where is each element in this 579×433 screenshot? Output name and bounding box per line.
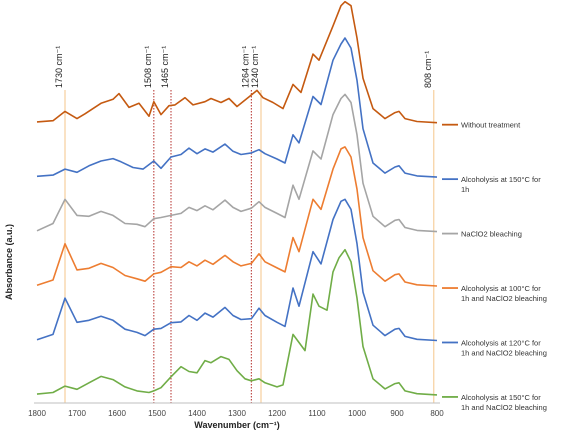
x-tick-label: 800 <box>430 409 444 418</box>
series-line <box>36 248 438 396</box>
legend-label: Without treatment <box>461 121 521 130</box>
x-axis: 1800 1700 1600 1500 1400 1300 1200 1100 1000 900 8… <box>28 402 444 418</box>
series-line <box>36 37 438 178</box>
y-axis-title: Absorbance (a.u.) <box>4 224 14 300</box>
x-tick-label: 1700 <box>68 409 86 418</box>
x-tick-label: 1500 <box>148 409 166 418</box>
x-axis-title: Wavenumber (cm⁻¹) <box>194 420 279 430</box>
annotation-label: 1465 cm⁻¹ <box>160 46 170 88</box>
x-tick-label: 900 <box>390 409 404 418</box>
x-tick-label: 1600 <box>108 409 126 418</box>
x-tick-label: 1100 <box>308 409 326 418</box>
series-group <box>36 0 438 396</box>
x-tick-label: 1300 <box>228 409 246 418</box>
series-line <box>36 0 438 124</box>
legend-label: Alcoholysis at 150°C for 1h <box>461 175 541 194</box>
x-tick-label: 1200 <box>268 409 286 418</box>
annotation-lines: 1730 cm⁻¹ 1508 cm⁻¹ 1465 cm⁻¹ 1264 cm⁻¹ 1240… <box>54 46 435 403</box>
legend-label: Alcoholysis at 100°C for 1h and NaClO2 bl… <box>461 284 547 303</box>
annotation-label: 1508 cm⁻¹ <box>143 46 153 88</box>
legend-label: NaClO2 bleaching <box>461 230 522 239</box>
annotation-label: 1730 cm⁻¹ <box>54 46 64 88</box>
annotation-label: 1264 cm⁻¹ <box>240 46 250 88</box>
x-tick-label: 1800 <box>28 409 46 418</box>
x-tick-label: 1400 <box>188 409 206 418</box>
series-line <box>36 198 438 342</box>
annotation-label: 808 cm⁻¹ <box>423 51 433 88</box>
legend-label: Alcoholysis at 150°C for 1h and NaClO2 bl… <box>461 393 547 412</box>
legend: Without treatment Alcoholysis at 150°C fo… <box>442 121 547 412</box>
series-line <box>36 146 438 287</box>
series-line <box>36 93 438 233</box>
annotation-label: 1240 cm⁻¹ <box>250 46 260 88</box>
x-tick-label: 1000 <box>348 409 366 418</box>
legend-label: Alcoholysis at 120°C for 1h and NaClO2 bl… <box>461 338 547 357</box>
